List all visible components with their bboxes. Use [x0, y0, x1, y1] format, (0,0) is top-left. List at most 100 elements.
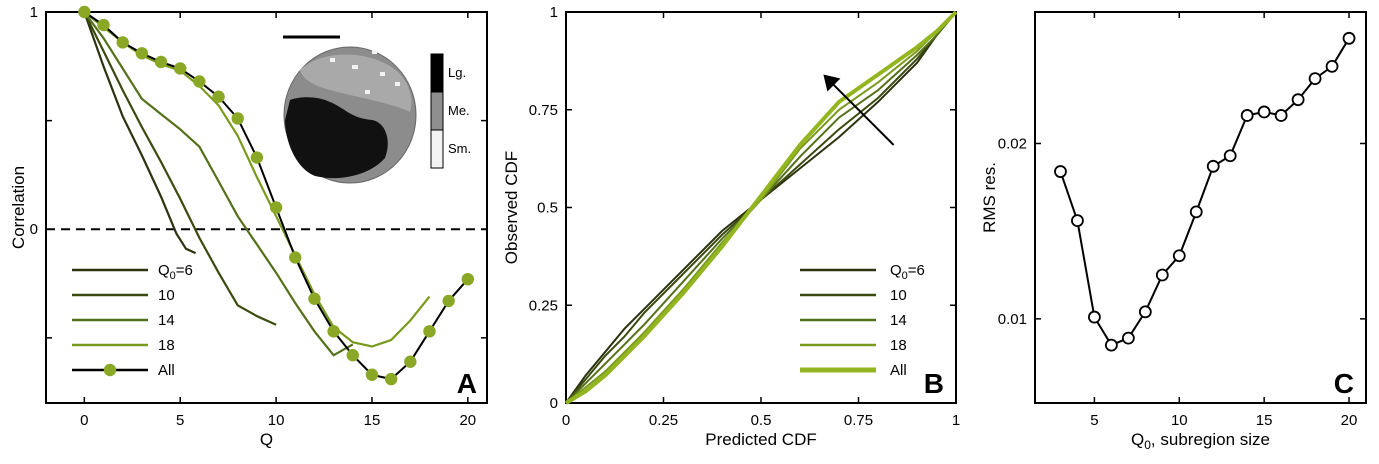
y-tick-label: 1: [550, 4, 558, 21]
data-point: [1054, 165, 1067, 178]
x-tick-label: 10: [1171, 412, 1188, 429]
x-tick-label: 20: [1341, 412, 1358, 429]
series-line: [83, 11, 197, 255]
data-point: [1088, 310, 1101, 324]
y-tick-label: 0: [550, 395, 558, 412]
data-point: [1138, 305, 1152, 319]
series-line: [564, 10, 958, 405]
x-tick-label: 0.75: [844, 412, 873, 429]
x-tick-label: 0: [562, 412, 570, 429]
plot-frame: [45, 11, 488, 404]
x-tick-label: 15: [1256, 412, 1273, 429]
data-point: [442, 294, 455, 308]
data-point: [116, 36, 129, 49]
legend-label: Q0=6: [158, 262, 193, 282]
legend-label: All: [890, 362, 907, 379]
y-tick-label: 0.02: [998, 136, 1027, 153]
data-point: [327, 325, 340, 338]
data-point: [193, 75, 206, 88]
data-point: [1223, 149, 1237, 163]
legend-label: 18: [158, 337, 175, 354]
data-point: [1121, 331, 1135, 345]
series-line: [565, 11, 957, 404]
data-point: [308, 292, 321, 305]
data-point: [174, 62, 187, 75]
data-point: [346, 349, 359, 362]
x-tick-label: 5: [1090, 412, 1098, 429]
legend-label: 18: [890, 337, 907, 354]
data-point: [1257, 105, 1271, 119]
data-point: [1155, 268, 1169, 282]
legend-label: 14: [890, 312, 907, 329]
panel-a: 0 5 10 15 20 0 1 Q0=6 10 14 18 All Q Correlation A Lg.…: [9, 4, 488, 449]
data-point: [1240, 109, 1254, 122]
legend-label: Q0=6: [890, 262, 925, 282]
x-tick-label: 5: [176, 412, 184, 429]
data-point: [1172, 249, 1186, 263]
data-point: [1206, 159, 1220, 173]
data-point: [250, 151, 264, 164]
data-point: [289, 251, 302, 264]
legend-label: 10: [890, 287, 907, 304]
data-point: [1325, 59, 1339, 73]
series-line: [1059, 37, 1350, 347]
colorbar-label-large: Lg.: [448, 65, 466, 80]
data-point: [231, 112, 244, 125]
legend-label: 14: [158, 312, 175, 329]
data-point: [1308, 72, 1322, 86]
colorbar-label-medium: Me.: [448, 103, 470, 118]
x-tick-label: 0.5: [751, 412, 772, 429]
data-point: [1342, 31, 1356, 45]
plot-frame: [1034, 11, 1367, 404]
legend-label: 10: [158, 287, 175, 304]
y-axis-title: Observed CDF: [502, 151, 521, 264]
y-tick-label: 0.01: [998, 311, 1027, 328]
series-line: [83, 11, 277, 326]
y-tick-label: 0: [30, 221, 38, 238]
data-point: [461, 272, 475, 286]
series-line: [565, 11, 957, 404]
panel-b: 0 0.25 0.5 0.75 100.250.50.751Q0=6101418AllP…: [502, 4, 960, 449]
colorbar-label-small: Sm.: [448, 141, 471, 156]
x-tick-label: 0: [80, 412, 88, 429]
data-point: [384, 372, 398, 386]
panel-label: A: [457, 368, 477, 399]
x-tick-label: 10: [268, 412, 285, 429]
y-tick-label: 0.25: [529, 297, 558, 314]
y-tick-label: 0.5: [537, 200, 558, 217]
data-point: [404, 355, 417, 368]
data-point: [423, 325, 436, 338]
y-axis-title: RMS res.: [980, 162, 999, 233]
panel-label: B: [924, 368, 944, 399]
legend-marker: [103, 363, 117, 377]
x-axis-title: Predicted CDF: [705, 430, 816, 449]
y-tick-label: 1: [30, 4, 38, 21]
data-point: [1274, 109, 1288, 122]
data-point: [1104, 338, 1118, 352]
x-axis-title: Q0, subregion size: [1131, 430, 1270, 452]
y-tick-label: 0.75: [529, 102, 558, 119]
data-point: [1189, 205, 1203, 219]
series-line: [83, 11, 354, 357]
data-point: [1291, 93, 1305, 107]
data-point: [97, 18, 110, 32]
asteroid-shape-icon: [283, 46, 417, 184]
x-tick-label: 1: [952, 412, 960, 429]
colorbar: Lg. Me. Sm.: [430, 53, 471, 169]
data-point: [78, 5, 91, 19]
x-tick-label: 20: [459, 412, 476, 429]
x-tick-label: 15: [364, 412, 381, 429]
data-point: [269, 201, 283, 214]
panel-label: C: [1334, 368, 1354, 399]
trend-arrow-head-icon: [823, 74, 841, 92]
data-point: [212, 90, 225, 103]
data-point: [1071, 214, 1084, 228]
x-tick-label: 0.25: [649, 412, 678, 429]
panel-c: 5 10 15 20 0.01 0.02 Q0, subregion size RMS res…: [980, 11, 1367, 452]
data-point: [135, 47, 149, 60]
data-point: [365, 368, 379, 381]
data-point: [154, 55, 168, 69]
asteroid-inset: Lg. Me. Sm.: [283, 35, 471, 184]
trend-arrow-shaft: [830, 81, 895, 146]
